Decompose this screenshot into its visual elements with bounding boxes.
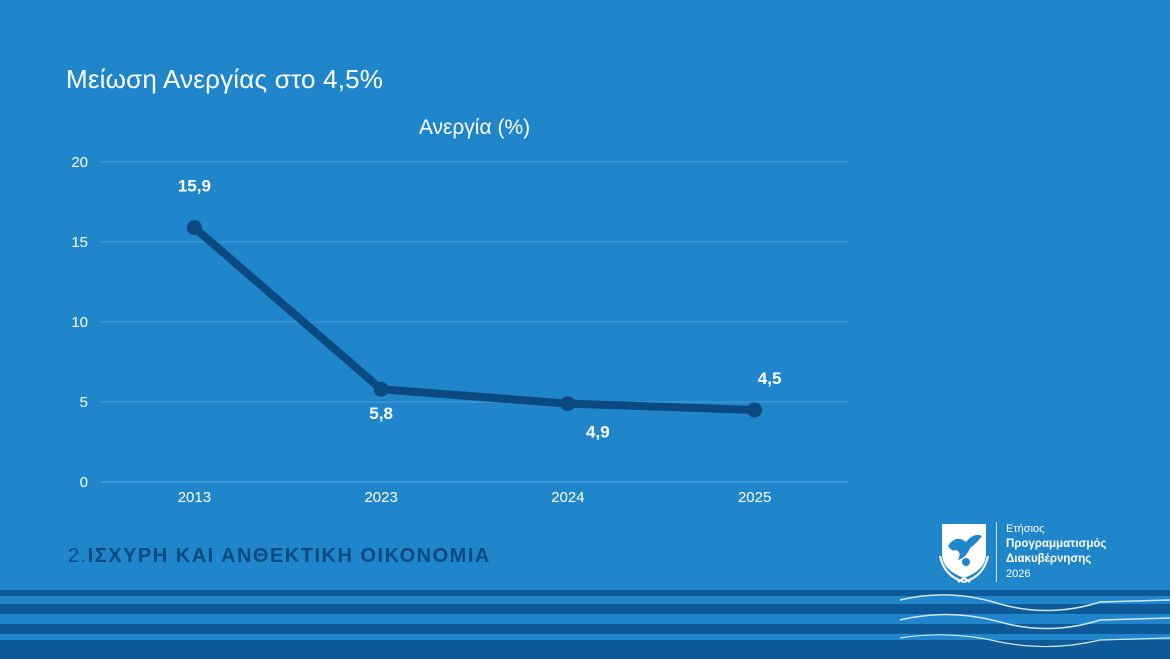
- data-point-2013: [186, 220, 202, 236]
- y-tick-label-20: 20: [71, 154, 88, 171]
- data-point-2025: [747, 402, 763, 418]
- chart-title: Ανεργία (%): [419, 116, 530, 139]
- x-tick-label-2013: 2013: [178, 489, 211, 506]
- y-tick-label-0: 0: [80, 474, 88, 491]
- logo-line-2: Προγραμματισμός: [1006, 538, 1107, 550]
- data-label-2025: 4,5: [758, 369, 782, 388]
- x-tick-label-2025: 2025: [738, 489, 771, 506]
- data-point-2023: [373, 381, 389, 397]
- section-number: 2.: [68, 545, 88, 567]
- logo-line-4: 2026: [1006, 568, 1031, 580]
- logo-line-3: Διακυβέρνησης: [1006, 553, 1092, 565]
- slide-title: Μείωση Ανεργίας στο 4,5%: [66, 64, 384, 94]
- y-tick-label-5: 5: [80, 394, 88, 411]
- data-label-2023: 5,8: [369, 404, 393, 423]
- unemployment-line-chart: Ανεργία (%) 0 5 10 15 20 2013 2023 2024 2025 15,9 5…: [71, 116, 848, 506]
- section-heading: 2.ΙΣΧΥΡΗ ΚΑΙ ΑΝΘΕΚΤΙΚΗ ΟΙΚΟΝΟΜΙΑ: [68, 545, 491, 568]
- logo-divider: [996, 522, 997, 582]
- data-label-2013: 15,9: [178, 177, 211, 196]
- decorative-wave-bands: [0, 590, 1170, 659]
- x-tick-label-2024: 2024: [551, 489, 584, 506]
- cyprus-eagle-emblem-icon: [939, 524, 989, 583]
- logo-line-1: Ετήσιος: [1006, 523, 1045, 535]
- section-title: ΙΣΧΥΡΗ ΚΑΙ ΑΝΘΕΚΤΙΚΗ ΟΙΚΟΝΟΜΙΑ: [87, 545, 491, 567]
- logo-block: Ετήσιος Προγραμματισμός Διακυβέρνησης 20…: [936, 520, 1136, 586]
- series-line: [190, 223, 759, 414]
- logo-text: Ετήσιος Προγραμματισμός Διακυβέρνησης 20…: [1006, 522, 1106, 582]
- data-label-2024: 4,9: [586, 423, 610, 442]
- data-point-2024: [560, 396, 576, 412]
- y-tick-label-15: 15: [71, 234, 88, 251]
- y-tick-label-10: 10: [71, 314, 88, 331]
- x-tick-label-2023: 2023: [364, 489, 397, 506]
